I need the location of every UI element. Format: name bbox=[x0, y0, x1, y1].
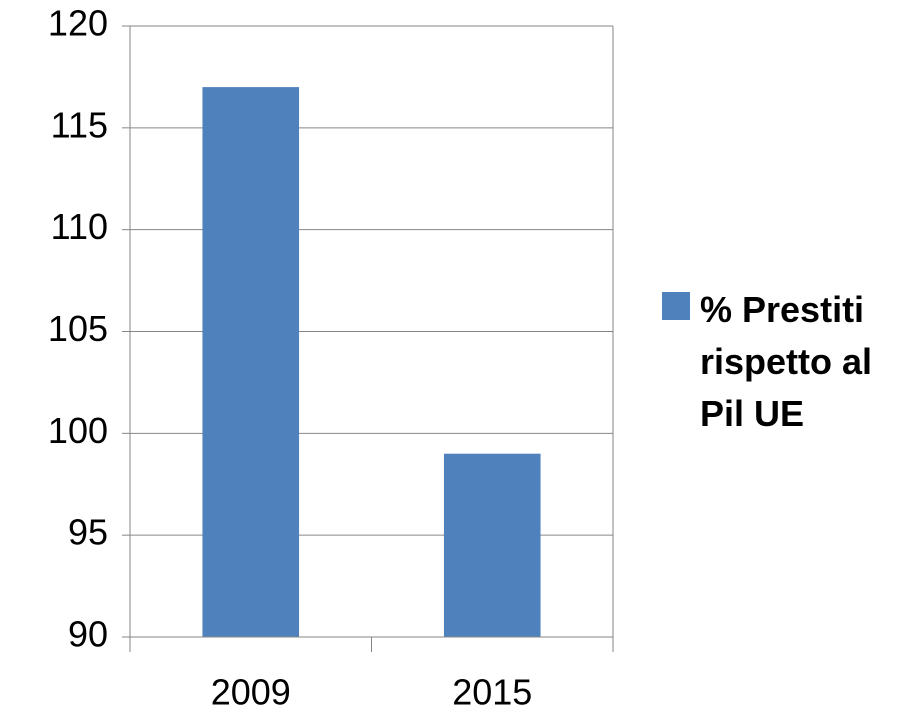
y-tick-label: 90 bbox=[68, 614, 108, 655]
y-tick-label: 105 bbox=[48, 308, 108, 349]
x-tick-label: 2015 bbox=[452, 672, 532, 713]
y-tick-label: 115 bbox=[51, 104, 108, 145]
y-tick-label: 120 bbox=[48, 3, 108, 44]
legend: % Prestiti rispetto al Pil UE bbox=[662, 284, 902, 440]
y-tick-label: 110 bbox=[51, 206, 108, 247]
bar bbox=[202, 87, 300, 638]
y-tick-label: 95 bbox=[68, 512, 108, 553]
legend-swatch bbox=[662, 292, 690, 320]
bar bbox=[443, 453, 541, 637]
y-tick-label: 100 bbox=[48, 410, 108, 451]
legend-label: % Prestiti rispetto al Pil UE bbox=[700, 289, 873, 434]
x-tick-label: 2009 bbox=[211, 672, 291, 713]
